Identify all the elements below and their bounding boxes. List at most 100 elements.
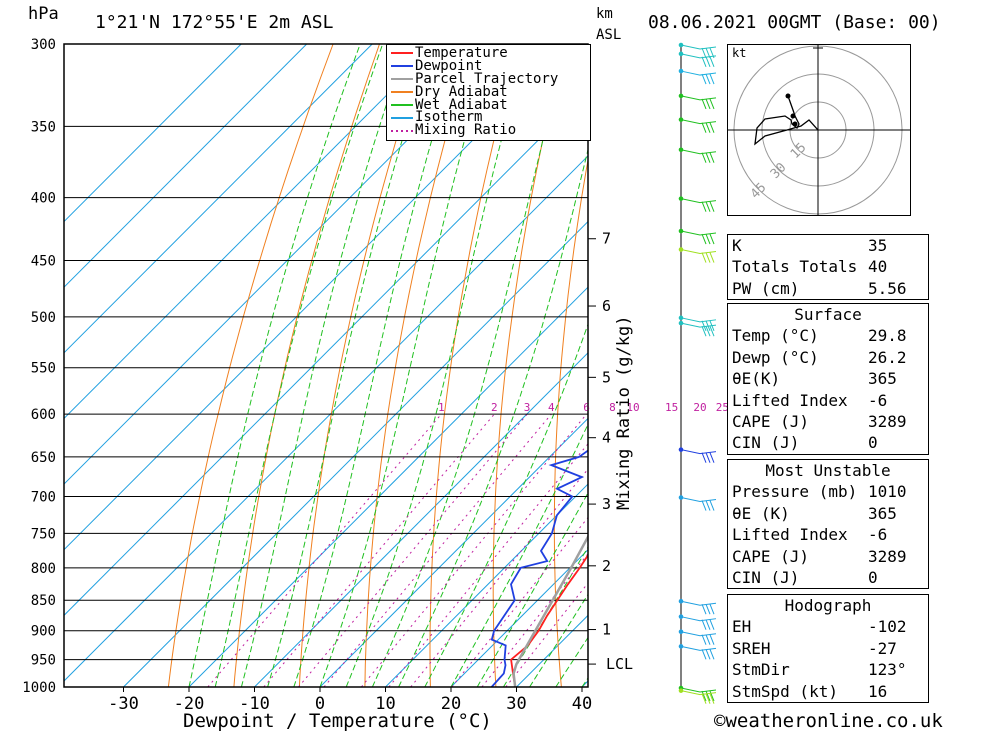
wind-barb-flag: [701, 233, 707, 245]
wet-adiabat-line: [398, 147, 588, 687]
legend-label: Parcel Trajectory: [415, 70, 559, 87]
wind-barb-flag: [709, 452, 715, 463]
wind-barb-flag: [709, 649, 715, 660]
legend-swatch: [391, 129, 413, 132]
wind-barb-flag: [701, 619, 707, 630]
mu-li-value: -6: [868, 525, 888, 545]
surface-theta-value: 365: [868, 369, 897, 389]
dry-adiabat-line: [934, 44, 1000, 687]
wind-barb-flag: [709, 693, 715, 704]
wind-barb-flag: [709, 252, 715, 263]
legend-item: Temperature: [387, 46, 590, 60]
height-tick-label: 4: [602, 429, 611, 447]
wet-adiabat-line: [450, 423, 588, 687]
surface-cin-value: 0: [868, 433, 878, 453]
hodograph: kt 15 30 45: [727, 44, 911, 216]
wind-barb-flag: [705, 56, 711, 68]
legend-item: Wet Adiabat: [387, 96, 590, 113]
hodograph-table: Hodograph EH -102 SREH -27 StmDir 123° StmS…: [727, 594, 929, 703]
wind-barb-flag: [705, 690, 711, 702]
mixing-ratio-line: [298, 413, 528, 687]
mixing-ratio-line: [451, 516, 588, 687]
wind-barb-glyph: [680, 53, 717, 59]
eh-label: EH: [732, 617, 752, 637]
wind-barb-glyph: [680, 249, 717, 255]
pressure-tick-label: 450: [31, 254, 56, 270]
height-tick-label: 5: [602, 368, 611, 386]
isotherm-line: [64, 44, 439, 420]
wind-barb-flag: [709, 201, 715, 212]
wind-barb-flag: [701, 98, 707, 110]
legend-swatch: [391, 52, 413, 55]
pw-label: PW (cm): [732, 278, 800, 298]
mixing-ratio-label: 2: [491, 401, 498, 414]
wind-barb-glyph: [680, 119, 717, 125]
wind-barb-flag: [705, 73, 711, 85]
wind-barb-flag: [705, 325, 711, 337]
copyright-link[interactable]: ©weatheronline.co.uk: [714, 710, 943, 732]
surface-theta-label: θE(K): [732, 369, 781, 389]
mixing-ratio-label: 8: [609, 401, 616, 414]
wind-barb-flag: [701, 56, 707, 68]
wind-barb-flag: [701, 73, 707, 85]
pressure-tick-label: 750: [31, 526, 56, 542]
tt-value: 40: [868, 257, 888, 277]
wind-barb-flag: [705, 452, 711, 463]
surface-dewp-value: 26.2: [868, 347, 907, 367]
height-tick-label: 1: [602, 621, 611, 639]
wind-barb-flag: [701, 152, 707, 163]
mixing-ratio-label: 6: [583, 401, 590, 414]
wet-adiabat-line: [214, 44, 384, 687]
dry-adiabat-line: [671, 44, 705, 687]
mu-cin-value: 0: [868, 567, 878, 587]
stmspd-label: StmSpd (kt): [732, 681, 838, 701]
k-label: K: [732, 236, 742, 255]
wind-barb-glyph: [680, 687, 717, 693]
wind-barb-glyph: [680, 497, 717, 503]
wind-barb-glyph: [680, 70, 717, 76]
mixing-ratio-label: 20: [693, 401, 706, 414]
wind-barb-flag: [709, 634, 715, 645]
mu-pres-label: Pressure (mb): [732, 482, 858, 502]
legend-swatch: [391, 116, 413, 119]
mu-theta-label: θE (K): [732, 503, 790, 523]
wind-barb-flag: [709, 325, 715, 337]
isotherm-line: [64, 44, 308, 288]
pressure-tick-label: 400: [31, 191, 56, 207]
wind-barb-glyph: [680, 690, 717, 696]
wet-adiabat-line: [188, 44, 361, 687]
wind-barb-flag: [701, 201, 707, 212]
legend-item: Dry Adiabat: [387, 85, 590, 99]
wind-barb-flag: [709, 98, 715, 110]
pressure-tick-label: 800: [31, 561, 56, 577]
mu-title: Most Unstable: [765, 461, 891, 480]
wind-barb-flag: [709, 122, 715, 133]
wind-barb-flag: [701, 690, 707, 702]
hodograph-unit: kt: [732, 46, 746, 60]
stmdir-value: 123°: [868, 660, 907, 680]
pressure-tick-label: 300: [31, 37, 56, 53]
stmdir-label: StmDir: [732, 660, 790, 680]
wind-barb-flag: [701, 252, 707, 263]
wind-barb-point: [678, 117, 684, 122]
wind-barb-flag: [709, 690, 715, 702]
wind-barb-flag: [701, 320, 707, 331]
eh-value: -102: [868, 617, 907, 637]
mu-li-label: Lifted Index: [732, 525, 848, 545]
legend-item: Dewpoint: [387, 57, 590, 74]
surface-dewp-label: Dewp (°C): [732, 347, 819, 367]
dry-adiabat-line: [167, 44, 334, 687]
isotherm-line: [64, 44, 242, 223]
pressure-tick-label: 650: [31, 450, 56, 466]
wind-barb-flag: [705, 619, 711, 630]
mixing-ratio-line: [481, 552, 588, 687]
wind-barb-flag: [705, 122, 711, 133]
wind-barb-flag: [705, 634, 711, 645]
legend-label: Dewpoint: [415, 57, 483, 74]
mixing-ratio-label: 4: [548, 401, 555, 414]
mixing-ratio-line: [263, 413, 495, 687]
wet-adiabat-line: [476, 491, 588, 687]
height-tick-label: 3: [602, 495, 611, 513]
legend-label: Wet Adiabat: [415, 96, 508, 113]
surface-table: Surface Temp (°C) 29.8 Dewp (°C) 26.2 θE(K…: [727, 303, 929, 455]
